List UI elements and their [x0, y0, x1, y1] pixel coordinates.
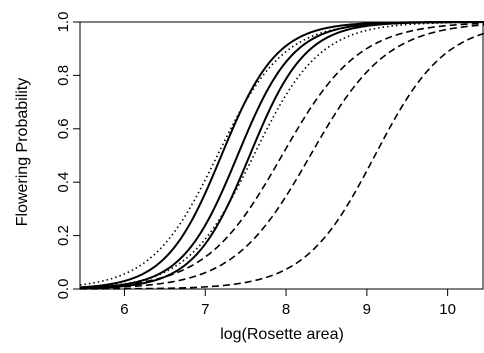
- curves-group: [80, 21, 484, 290]
- curve-dashed-6: [80, 22, 484, 289]
- x-axis: 6 7 8 9 10: [120, 289, 456, 318]
- y-tick-label: 0.4: [55, 172, 72, 193]
- plot-area: [79, 21, 484, 290]
- y-tick-label: 0.8: [55, 65, 72, 86]
- x-axis-title: log(Rosette area): [220, 326, 344, 343]
- y-axis-title: Flowering Probability: [14, 78, 31, 227]
- x-tick-label: 10: [439, 301, 456, 318]
- x-tick-label: 8: [282, 301, 290, 318]
- y-axis: 0.0 0.2 0.4 0.6 0.8 1.0: [55, 12, 80, 300]
- y-tick-label: 0.6: [55, 118, 72, 139]
- y-tick-label: 0.2: [55, 225, 72, 246]
- y-tick-label: 0.0: [55, 279, 72, 300]
- y-tick-label: 1.0: [55, 12, 72, 33]
- curve-dashed-7: [80, 24, 484, 290]
- x-tick-label: 6: [120, 301, 128, 318]
- curve-dotted-1: [80, 21, 484, 286]
- curve-solid-4: [80, 21, 484, 290]
- curve-dotted-5: [80, 21, 484, 289]
- x-tick-label: 7: [201, 301, 209, 318]
- x-tick-label: 9: [363, 301, 371, 318]
- plot-frame: [79, 21, 484, 290]
- curve-dashed-8: [80, 32, 484, 290]
